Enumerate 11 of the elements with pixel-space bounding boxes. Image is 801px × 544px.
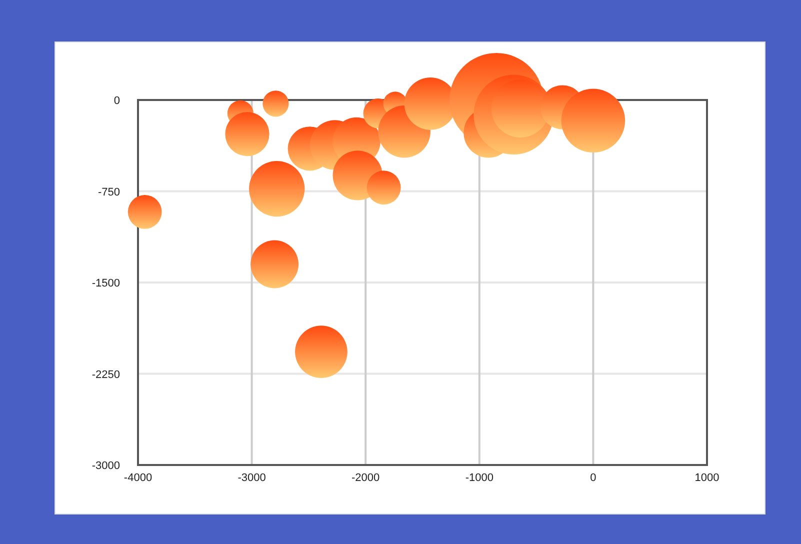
- y-tick-label: -750: [98, 186, 120, 198]
- y-tick-label: -2250: [92, 368, 120, 381]
- x-tick-label: -4000: [124, 472, 152, 484]
- y-tick-label: -3000: [92, 460, 120, 472]
- y-tick-label: -1500: [92, 278, 120, 290]
- x-tick-label: 0: [590, 472, 596, 484]
- x-tick-label: 1000: [694, 472, 720, 484]
- y-tick-label: 0: [114, 95, 120, 107]
- x-tick-label: -3000: [238, 472, 266, 484]
- x-tick-label: -1000: [465, 472, 494, 484]
- x-tick-label: -2000: [352, 472, 380, 484]
